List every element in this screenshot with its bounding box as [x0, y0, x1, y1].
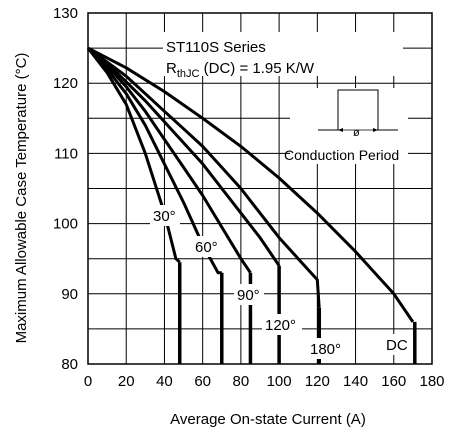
- x-tick-label: 180: [419, 373, 444, 390]
- annotation-background: [163, 32, 403, 76]
- axes: [87, 12, 433, 365]
- series-label-30: 30°: [153, 208, 176, 225]
- y-tick-label: 130: [53, 5, 78, 22]
- series-label-180: 180°: [310, 341, 341, 358]
- conduction-period-diagram: ø Conduction Period: [284, 88, 408, 164]
- phi-symbol: ø: [353, 127, 360, 139]
- series-line-90: [86, 46, 252, 274]
- y-tick-label: 120: [53, 75, 78, 92]
- series-line-60: [86, 47, 222, 275]
- conduction-period-label: Conduction Period: [284, 147, 399, 163]
- series-label-90: 90°: [237, 287, 260, 304]
- y-tick-label: 90: [61, 286, 78, 303]
- series-label-60: 60°: [195, 239, 218, 256]
- y-tick-label: 110: [54, 145, 78, 162]
- series-line-30: [86, 47, 181, 264]
- x-tick-label: 100: [267, 373, 292, 390]
- y-tick-label: 80: [61, 356, 78, 373]
- series-line-dc: [87, 46, 415, 323]
- y-tick-label: 100: [53, 216, 78, 233]
- x-tick-label: 160: [381, 373, 406, 390]
- x-tick-label: 140: [343, 373, 368, 390]
- y-axis-label: Maximum Allowable Case Temperature (°C): [13, 53, 30, 344]
- series-label-dc: DC: [386, 337, 408, 354]
- series-line-180: [87, 46, 321, 308]
- thermal-resistance-annotation: RthJC (DC) = 1.95 K/W: [166, 60, 315, 80]
- x-tick-label: 80: [233, 373, 250, 390]
- x-tick-label: 20: [118, 373, 135, 390]
- series-line-120: [87, 46, 281, 267]
- series-labels: 30° 60° 90° 120° 180° DC: [150, 205, 413, 359]
- x-tick-label: 60: [194, 373, 211, 390]
- tick-labels: 0 20 40 60 80 100 120 140 160 180 80 90 100 110 120 130: [53, 5, 445, 390]
- x-axis-label: Average On-state Current (A): [170, 411, 366, 428]
- x-tick-label: 0: [84, 373, 92, 390]
- plot-frame: [87, 12, 433, 365]
- series-label-120: 120°: [265, 317, 296, 334]
- series-name-annotation: ST110S Series: [166, 39, 266, 56]
- x-tick-label: 40: [156, 373, 173, 390]
- x-tick-label: 120: [305, 373, 330, 390]
